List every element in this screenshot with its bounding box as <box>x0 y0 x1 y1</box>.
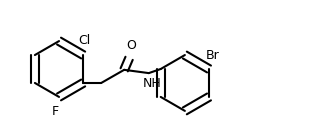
Text: Br: Br <box>205 49 219 62</box>
Text: Cl: Cl <box>79 34 91 47</box>
Text: NH: NH <box>143 77 161 90</box>
Text: O: O <box>126 39 136 52</box>
Text: F: F <box>52 105 59 118</box>
